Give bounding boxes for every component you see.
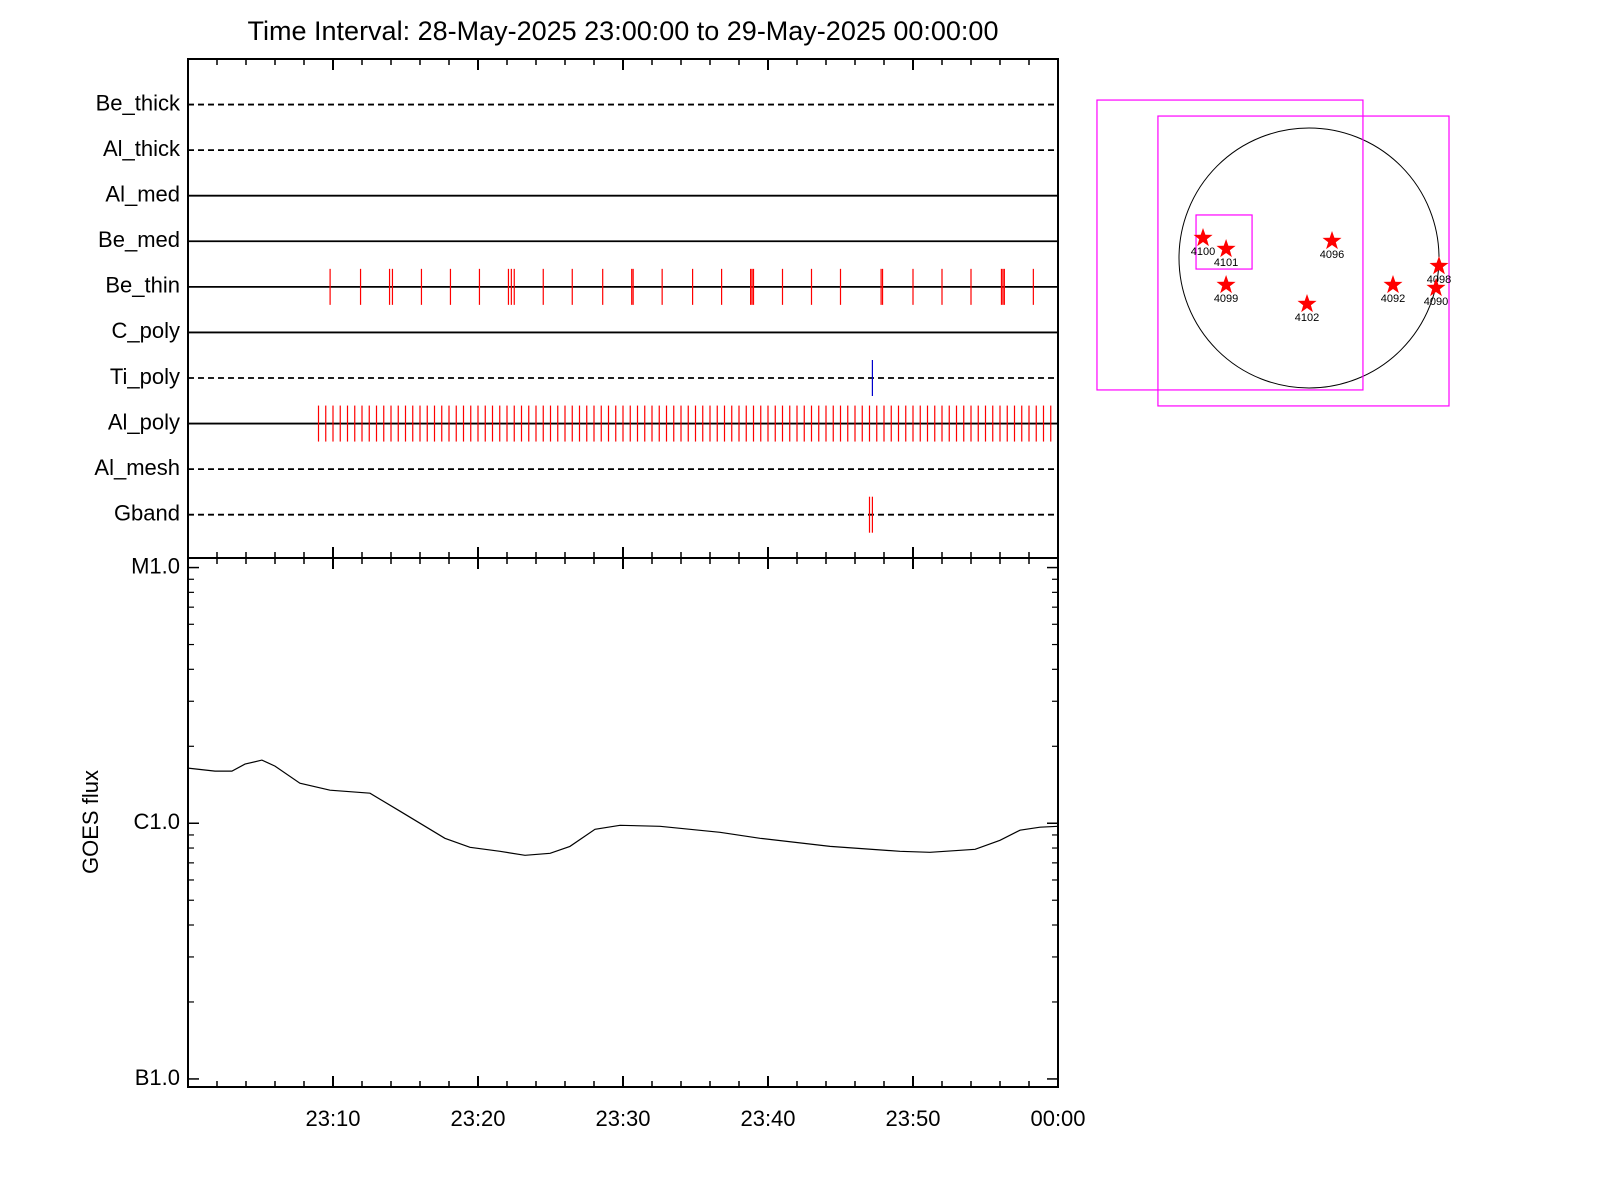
field-of-view: [1096, 99, 1364, 391]
active-region-label: 4092: [1381, 293, 1405, 305]
x-tick-label: 23:50: [885, 1106, 940, 1131]
field-of-view: [1195, 214, 1253, 270]
row-label: Gband: [114, 501, 180, 526]
row-label: Be_med: [98, 227, 180, 252]
active-region-star: [1216, 275, 1236, 294]
active-region-label: 4098: [1427, 274, 1451, 286]
row-label: Ti_poly: [110, 364, 180, 389]
active-region-label: 4099: [1214, 293, 1238, 305]
active-region-star: [1429, 256, 1449, 275]
field-of-view: [1157, 115, 1450, 407]
active-region-label: 4096: [1320, 249, 1344, 261]
row-label: C_poly: [112, 318, 180, 343]
active-region-star: [1426, 278, 1446, 297]
y-tick-label: B1.0: [135, 1065, 180, 1090]
row-label: Be_thick: [96, 90, 181, 115]
goes-flux-line: [187, 759, 1059, 856]
y-tick-label: C1.0: [134, 809, 180, 834]
x-tick-label: 23:10: [305, 1106, 360, 1131]
active-region-label: 4101: [1214, 257, 1238, 269]
x-tick-label: 00:00: [1030, 1106, 1085, 1131]
row-label: Be_thin: [105, 273, 180, 298]
active-region-star: [1383, 275, 1403, 294]
y-axis-label: GOES flux: [78, 770, 103, 874]
row-label: Al_mesh: [94, 455, 180, 480]
panel-frame: [187, 557, 1059, 1088]
y-tick-label: M1.0: [131, 553, 180, 578]
active-region-label: 4100: [1191, 246, 1215, 258]
active-region-star: [1297, 294, 1317, 313]
x-tick-label: 23:20: [450, 1106, 505, 1131]
row-label: Al_med: [105, 182, 180, 207]
active-region-star: [1216, 239, 1236, 258]
x-tick-label: 23:30: [595, 1106, 650, 1131]
active-region-label: 4090: [1424, 296, 1448, 308]
x-tick-label: 23:40: [740, 1106, 795, 1131]
chart-title: Time Interval: 28-May-2025 23:00:00 to 2…: [248, 16, 999, 46]
row-label: Al_thick: [103, 136, 181, 161]
active-region-star: [1322, 231, 1342, 250]
active-region-label: 4102: [1295, 312, 1319, 324]
active-region-star: [1193, 228, 1213, 247]
row-label: Al_poly: [108, 409, 180, 434]
